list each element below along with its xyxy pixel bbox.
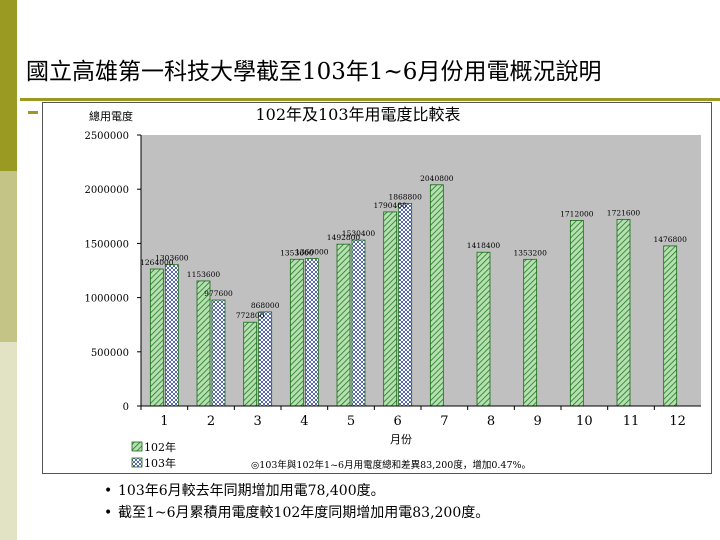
chart-frame: 102年及103年用電度比較表 總用電度 月份 0 500000 1000000 15… — [42, 102, 712, 474]
bar-102年-9 — [523, 258, 538, 407]
x-tick-label: 12 — [669, 414, 686, 429]
legend-label-103: 103年 — [144, 456, 176, 470]
page-title: 國立高雄第一科技大學截至103年1~6月份用電概況說明 — [26, 59, 602, 85]
y-tick-label: 2000000 — [84, 185, 129, 196]
data-label: 1303600 — [155, 254, 189, 263]
data-label: 1418400 — [467, 241, 501, 250]
title-rule — [20, 98, 720, 101]
sidebar-band-middle — [0, 171, 17, 342]
bar-102年-6 — [383, 211, 398, 407]
data-label: 1353600 — [280, 248, 314, 257]
bullet-item: • 截至1~6月累積用電度較102年度同期增加用電83,200度。 — [104, 505, 490, 521]
chart-annotation: ◎103年與102年1~6月用電度總和差異83,200度，增加0.47%。 — [251, 459, 531, 471]
bar-102年-3 — [243, 321, 258, 407]
y-tick-label: 1000000 — [84, 294, 129, 305]
data-label: 1264000 — [140, 258, 174, 267]
x-tick-label: 1 — [160, 414, 168, 429]
data-label: 977600 — [204, 289, 233, 298]
y-tick-label: 0 — [123, 402, 129, 413]
data-label: 1790400 — [373, 201, 407, 210]
x-tick-label: 11 — [623, 414, 640, 429]
bar-102年-12 — [663, 245, 678, 407]
x-tick-label: 2 — [207, 414, 215, 429]
legend-swatch-102 — [131, 441, 143, 452]
data-label: 1153600 — [187, 270, 221, 279]
data-label: 1721600 — [607, 208, 641, 217]
x-tick-label: 3 — [254, 414, 262, 429]
bar-102年-7 — [429, 184, 444, 407]
bar-chart: 102年及103年用電度比較表 總用電度 月份 0500000100000015… — [84, 105, 701, 471]
bar-103年-2 — [211, 299, 226, 407]
bar-103年-4 — [304, 258, 319, 407]
plot-area — [141, 135, 701, 406]
legend-label-102: 102年 — [144, 440, 176, 454]
bar-103年-6 — [398, 203, 413, 407]
x-tick-label: 9 — [534, 414, 542, 429]
bar-102年-11 — [616, 218, 631, 407]
bullet-list: • 103年6月較去年同期增加用電78,400度。 • 截至1~6月累積用電度較10… — [104, 480, 489, 524]
bar-102年-4 — [289, 258, 304, 407]
x-axis: 1 2 3 4 5 6 7 8 9 10 11 12 — [140, 405, 701, 429]
data-label: 1712000 — [560, 209, 594, 218]
data-labels: 1264000 1153600 772800 1353600 1492800 179040… — [140, 174, 687, 320]
y-tick-label: 500000 — [91, 348, 129, 359]
data-label: 868000 — [251, 301, 280, 310]
y-axis-label: 總用電度 — [89, 109, 133, 123]
bar-102年-8 — [476, 251, 491, 407]
x-tick-label: 7 — [440, 414, 448, 429]
bullet-text: 103年6月較去年同期增加用電78,400度。 — [118, 483, 385, 499]
bar-102年-10 — [569, 220, 584, 407]
data-label: 1530400 — [342, 229, 376, 238]
bullet-dash — [28, 111, 38, 114]
data-label: 772800 — [236, 311, 265, 320]
x-axis-label: 月份 — [390, 433, 412, 446]
data-label: 1360000 — [295, 248, 329, 257]
bar-102年-5 — [336, 243, 351, 407]
bullet-item: • 103年6月較去年同期增加用電78,400度。 — [104, 483, 385, 499]
bullet-text: 截至1~6月累積用電度較102年度同期增加用電83,200度。 — [118, 505, 490, 521]
bar-102年-2 — [196, 280, 211, 407]
y-tick-label: 2500000 — [84, 131, 129, 142]
data-label: 1476800 — [653, 235, 687, 244]
bars — [149, 184, 678, 407]
bar-103年-3 — [258, 311, 273, 407]
sidebar-band-top — [0, 0, 17, 171]
bar-103年-5 — [351, 239, 366, 407]
x-tick-label: 10 — [576, 414, 593, 429]
sidebar-decoration — [0, 0, 17, 540]
sidebar-band-bottom — [0, 342, 17, 540]
legend: 102年 103年 — [131, 440, 176, 470]
legend-swatch-103 — [131, 457, 143, 468]
x-tick-label: 4 — [300, 414, 308, 429]
data-label: 1868800 — [388, 192, 422, 201]
bar-102年-1 — [149, 268, 164, 407]
y-axis: 0 500000 1000000 1500000 2000000 2500000 — [84, 131, 142, 413]
y-tick-label: 1500000 — [84, 239, 129, 250]
data-label: 1353200 — [513, 248, 547, 257]
x-tick-label: 6 — [394, 414, 402, 429]
x-tick-label: 8 — [487, 414, 495, 429]
data-label: 1492800 — [327, 233, 361, 242]
bar-103年-1 — [164, 264, 179, 407]
chart-title: 102年及103年用電度比較表 — [255, 105, 460, 124]
x-tick-label: 5 — [347, 414, 355, 429]
data-label: 2040800 — [420, 174, 454, 183]
